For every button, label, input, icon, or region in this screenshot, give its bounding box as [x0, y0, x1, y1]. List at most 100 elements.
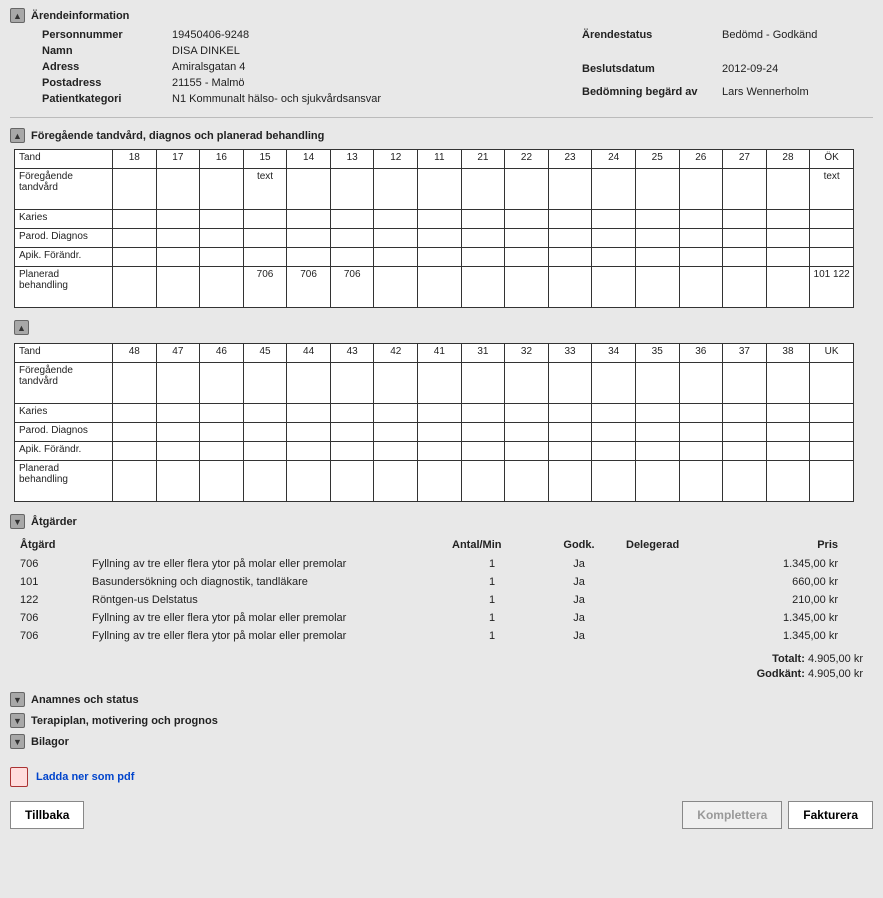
actions-cell	[620, 627, 722, 645]
tooth-cell	[156, 363, 200, 404]
tooth-cell	[505, 229, 549, 248]
section-title-bilagor: Bilagor	[31, 736, 69, 748]
value-adress: Amiralsgatan 4	[172, 61, 582, 73]
tooth-header: 14	[287, 150, 331, 169]
tooth-cell	[287, 248, 331, 267]
actions-col-header: Godk.	[538, 535, 620, 555]
tooth-cell	[810, 363, 854, 404]
label-adress: Adress	[42, 61, 172, 73]
tooth-cell	[723, 210, 767, 229]
toggle-middle[interactable]: ▲	[14, 320, 29, 335]
tooth-cell	[810, 423, 854, 442]
actions-cell: Ja	[538, 609, 620, 627]
tooth-header: 38	[766, 344, 810, 363]
arendeinfo-grid: Personnummer 19450406-9248 Namn DISA DIN…	[10, 29, 873, 105]
tooth-cell	[330, 404, 374, 423]
tooth-cell	[548, 442, 592, 461]
tooth-cell	[548, 267, 592, 308]
tooth-cell	[287, 461, 331, 502]
tooth-cell	[810, 442, 854, 461]
tooth-cell	[723, 248, 767, 267]
tooth-cell	[156, 169, 200, 210]
tooth-cell	[200, 229, 244, 248]
download-pdf-link[interactable]: Ladda ner som pdf	[36, 771, 134, 783]
tooth-cell	[113, 423, 157, 442]
actions-row: 706Fyllning av tre eller flera ytor på m…	[14, 555, 844, 573]
tooth-cell	[592, 267, 636, 308]
section-title-anamnes: Anamnes och status	[31, 694, 139, 706]
tooth-header: 25	[635, 150, 679, 169]
value-namn: DISA DINKEL	[172, 45, 582, 57]
actions-cell	[620, 573, 722, 591]
tooth-cell	[592, 423, 636, 442]
tooth-cell	[156, 404, 200, 423]
actions-col-header: Delegerad	[620, 535, 722, 555]
actions-cell: Fyllning av tre eller flera ytor på mola…	[86, 609, 446, 627]
tooth-cell	[505, 267, 549, 308]
tooth-cell: 706	[243, 267, 287, 308]
tooth-row-label: Planerad behandling	[15, 461, 113, 502]
toggle-arendeinfo[interactable]: ▲	[10, 8, 25, 23]
actions-cell: 706	[14, 555, 86, 573]
tooth-header: 46	[200, 344, 244, 363]
tooth-cell	[287, 404, 331, 423]
tooth-row-label: Parod. Diagnos	[15, 229, 113, 248]
tooth-cell	[810, 229, 854, 248]
tooth-cell	[418, 423, 462, 442]
tooth-cell	[200, 461, 244, 502]
tooth-header: 37	[723, 344, 767, 363]
tooth-cell	[592, 210, 636, 229]
tooth-cell	[505, 423, 549, 442]
tooth-cell	[723, 404, 767, 423]
tooth-cell	[679, 267, 723, 308]
tooth-header: 41	[418, 344, 462, 363]
tooth-cell	[200, 169, 244, 210]
tooth-cell	[505, 461, 549, 502]
tooth-cell	[723, 423, 767, 442]
tooth-cell	[287, 229, 331, 248]
godk-label: Godkänt:	[757, 668, 805, 680]
toggle-atgarder[interactable]: ▼	[10, 514, 25, 529]
tooth-cell	[243, 461, 287, 502]
tooth-col-label: Tand	[15, 150, 113, 169]
tooth-cell	[766, 169, 810, 210]
back-button[interactable]: Tillbaka	[10, 801, 84, 829]
actions-cell: Röntgen-us Delstatus	[86, 591, 446, 609]
tooth-cell	[330, 423, 374, 442]
tooth-cell	[113, 404, 157, 423]
tooth-cell	[200, 404, 244, 423]
tooth-cell	[374, 229, 418, 248]
tooth-row-label: Föregående tandvård	[15, 169, 113, 210]
tooth-cell	[461, 363, 505, 404]
actions-cell: Ja	[538, 555, 620, 573]
toggle-terapi[interactable]: ▼	[10, 713, 25, 728]
toggle-bilagor[interactable]: ▼	[10, 734, 25, 749]
tooth-cell	[635, 442, 679, 461]
tooth-cell	[679, 442, 723, 461]
actions-col-header	[86, 535, 446, 555]
tooth-cell	[374, 423, 418, 442]
tooth-row-label: Apik. Förändr.	[15, 248, 113, 267]
tooth-cell	[200, 423, 244, 442]
tooth-cell	[592, 229, 636, 248]
actions-cell: 706	[14, 609, 86, 627]
actions-cell: Ja	[538, 627, 620, 645]
godk-value: 4.905,00 kr	[808, 668, 863, 680]
tooth-cell	[461, 169, 505, 210]
toggle-foregaende[interactable]: ▲	[10, 128, 25, 143]
tooth-cell	[200, 248, 244, 267]
actions-cell	[620, 591, 722, 609]
tooth-cell: text	[243, 169, 287, 210]
toggle-anamnes[interactable]: ▼	[10, 692, 25, 707]
tooth-cell	[679, 169, 723, 210]
actions-cell	[620, 609, 722, 627]
komplettera-button[interactable]: Komplettera	[682, 801, 782, 829]
tooth-row-label: Karies	[15, 404, 113, 423]
value-status: Bedömd - Godkänd	[722, 29, 817, 48]
fakturera-button[interactable]: Fakturera	[788, 801, 873, 829]
total-value: 4.905,00 kr	[808, 653, 863, 665]
tooth-cell	[505, 169, 549, 210]
actions-cell: 1.345,00 kr	[722, 627, 844, 645]
tooth-header: 26	[679, 150, 723, 169]
actions-cell: 122	[14, 591, 86, 609]
